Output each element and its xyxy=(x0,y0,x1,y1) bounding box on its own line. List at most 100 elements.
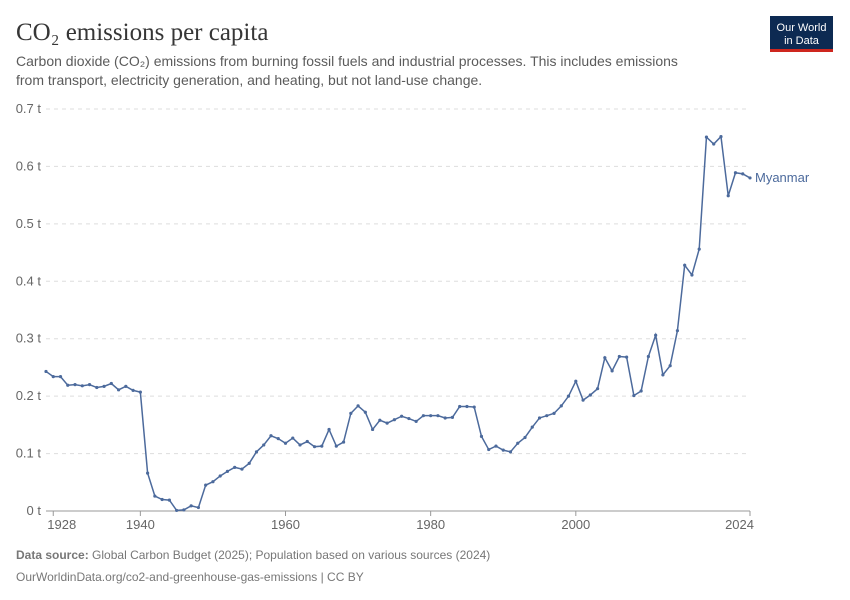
data-point xyxy=(494,444,498,448)
source-text: Global Carbon Budget (2025); Population … xyxy=(92,548,490,562)
data-point xyxy=(668,364,672,368)
data-point xyxy=(182,508,186,512)
data-point xyxy=(733,171,738,175)
data-point xyxy=(341,440,346,444)
data-point xyxy=(153,494,157,498)
data-point xyxy=(407,416,411,421)
y-tick-label: 0.2 t xyxy=(16,388,42,403)
data-point xyxy=(298,443,302,447)
x-tick-label: 2024 xyxy=(725,517,754,532)
data-point xyxy=(349,411,353,415)
x-tick-label: 1980 xyxy=(416,517,445,532)
data-point xyxy=(421,414,426,418)
y-tick-label: 0 t xyxy=(27,503,42,518)
data-point xyxy=(109,381,113,386)
data-point xyxy=(443,416,447,420)
data-point xyxy=(465,404,469,409)
data-point xyxy=(610,369,614,373)
data-point xyxy=(370,427,375,432)
data-point xyxy=(501,448,505,452)
data-point xyxy=(414,419,418,424)
data-point xyxy=(233,465,237,469)
y-tick-label: 0.7 t xyxy=(16,101,42,116)
subtitle: Carbon dioxide (CO₂) emissions from burn… xyxy=(16,53,678,69)
footer-link[interactable]: OurWorldinData.org/co2-and-greenhouse-ga… xyxy=(16,570,364,584)
data-point xyxy=(574,379,578,383)
data-point xyxy=(276,437,280,441)
data-point xyxy=(312,445,317,449)
data-point xyxy=(363,410,367,414)
data-point xyxy=(675,329,680,333)
data-point xyxy=(719,134,723,139)
data-point xyxy=(254,450,259,454)
data-point xyxy=(632,393,636,398)
y-tick-label: 0.3 t xyxy=(16,331,42,346)
data-point xyxy=(639,389,643,393)
data-point xyxy=(712,142,716,146)
y-tick-label: 0.4 t xyxy=(16,273,42,288)
data-point xyxy=(450,415,455,419)
data-point xyxy=(87,383,92,387)
data-point xyxy=(654,333,658,337)
data-point xyxy=(378,418,382,422)
data-point xyxy=(537,416,542,420)
y-tick-label: 0.1 t xyxy=(16,446,42,461)
series-label: Myanmar xyxy=(755,170,810,185)
data-point xyxy=(116,388,121,392)
data-point xyxy=(581,398,585,402)
data-point xyxy=(683,263,687,267)
data-point xyxy=(102,384,106,388)
data-point xyxy=(530,425,534,429)
data-point xyxy=(748,176,752,180)
data-point xyxy=(327,427,331,432)
data-point xyxy=(487,447,491,452)
data-point xyxy=(552,411,556,415)
data-point xyxy=(429,414,433,418)
data-point xyxy=(211,480,215,484)
data-point xyxy=(167,498,171,502)
data-point xyxy=(218,474,222,478)
data-point xyxy=(240,467,244,471)
data-point xyxy=(603,356,607,360)
data-point xyxy=(458,404,462,409)
data-point xyxy=(436,414,440,418)
source: Data source: Global Carbon Budget (2025)… xyxy=(16,548,490,562)
data-point xyxy=(617,354,621,359)
data-point xyxy=(305,439,309,444)
data-point xyxy=(189,504,193,508)
logo-text: in Data xyxy=(784,35,820,47)
data-point xyxy=(697,247,701,251)
x-tick-label: 1960 xyxy=(271,517,300,532)
data-point xyxy=(625,355,629,359)
y-tick-label: 0.6 t xyxy=(16,158,42,173)
data-point xyxy=(392,418,396,422)
data-point xyxy=(479,434,484,438)
data-point xyxy=(247,461,251,465)
data-point xyxy=(58,375,63,379)
data-point xyxy=(44,369,48,374)
data-point xyxy=(516,441,520,445)
data-point xyxy=(160,497,164,502)
data-point xyxy=(356,404,360,408)
data-point xyxy=(51,375,55,379)
subtitle: from transport, electricity generation, … xyxy=(16,72,482,88)
data-point xyxy=(320,444,324,448)
data-point xyxy=(400,414,404,418)
data-point xyxy=(196,505,201,510)
data-point xyxy=(262,443,266,447)
data-point xyxy=(559,404,563,408)
data-point xyxy=(334,444,338,448)
data-point xyxy=(385,421,389,425)
data-point xyxy=(66,383,70,387)
logo-box xyxy=(770,16,833,50)
data-point xyxy=(595,387,600,391)
data-point xyxy=(291,436,295,440)
data-point xyxy=(131,388,135,392)
x-tick-label: 2000 xyxy=(561,517,590,532)
data-point xyxy=(588,393,592,397)
logo[interactable]: Our World in Data xyxy=(770,16,833,52)
data-point xyxy=(726,194,730,198)
logo-text: Our World xyxy=(777,22,827,34)
data-point xyxy=(690,273,694,277)
